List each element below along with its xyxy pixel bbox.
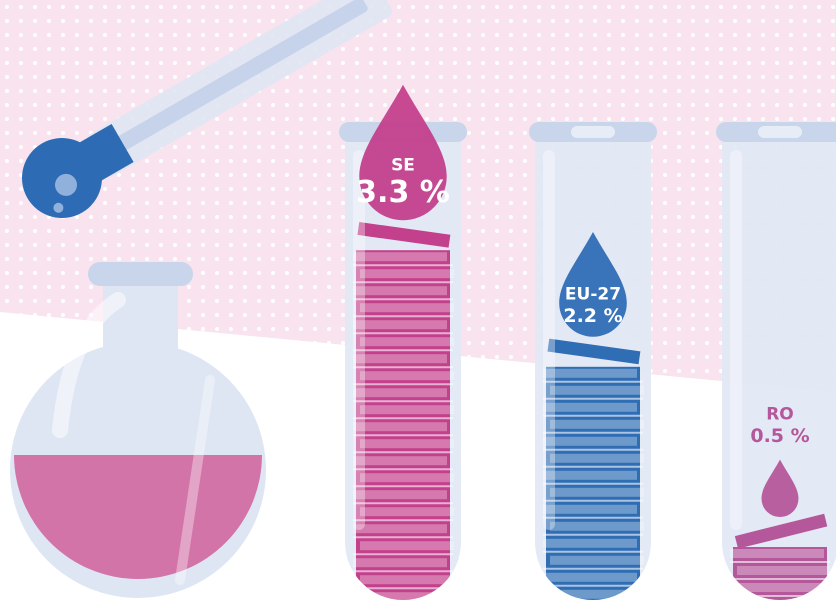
coin-stack — [730, 547, 831, 604]
coin-edge — [353, 422, 447, 432]
category-label: RO — [766, 405, 794, 425]
tilted-coin — [547, 338, 641, 365]
coin-edge — [543, 572, 637, 582]
tube-highlight — [730, 150, 742, 530]
coin-edge — [353, 524, 447, 534]
value-label: 2.2 % — [563, 305, 622, 327]
coin-edge — [353, 388, 447, 398]
tube-highlight — [353, 150, 365, 530]
coin-edge — [360, 507, 454, 517]
coin-edge — [360, 439, 454, 449]
coin-edge — [550, 385, 644, 395]
coin-edge — [550, 555, 644, 565]
pipette — [22, 0, 393, 218]
coin-edge — [360, 575, 454, 585]
tilted-coin — [734, 513, 828, 549]
coin-edge — [543, 368, 637, 378]
coin-edge — [543, 402, 637, 412]
coin-stack — [543, 366, 644, 600]
coin-edge — [353, 286, 447, 296]
value-label: 3.3 % — [356, 175, 450, 210]
rim-shine — [571, 126, 615, 138]
bar — [356, 250, 450, 600]
coin-edge — [353, 252, 447, 262]
coin-edge — [730, 583, 824, 592]
coin-edge — [360, 371, 454, 381]
coin-edge — [550, 589, 644, 599]
coin-edge — [550, 453, 644, 463]
coin-edge — [360, 269, 454, 279]
coin-edge — [353, 320, 447, 330]
coin-edge — [543, 538, 637, 548]
category-label: SE — [391, 156, 415, 176]
coin-edge — [543, 436, 637, 446]
tube-highlight — [543, 150, 555, 530]
coin-edge — [360, 541, 454, 551]
coin-edge — [353, 558, 447, 568]
value-label: 0.5 % — [750, 425, 809, 447]
test-tube — [722, 130, 836, 600]
drop — [359, 84, 447, 221]
coin-stack — [353, 250, 454, 600]
coin-edge — [543, 470, 637, 480]
tubes: SE3.3 % EU-272.2 % RO0.5 % — [339, 84, 836, 604]
rim-shine — [758, 126, 802, 138]
flask — [10, 262, 266, 598]
coin-edge — [737, 566, 831, 575]
coin-edge — [737, 600, 831, 604]
coin-edge — [360, 405, 454, 415]
coin-edge — [353, 354, 447, 364]
drop — [559, 232, 627, 337]
coin-edge — [550, 487, 644, 497]
drop — [761, 459, 799, 517]
coin-edge — [360, 303, 454, 313]
tilted-coin — [357, 221, 451, 248]
coin-edge — [550, 521, 644, 531]
category-label: EU-27 — [565, 285, 621, 305]
coin-edge — [550, 419, 644, 429]
coin-edge — [353, 592, 447, 600]
coin-edge — [543, 504, 637, 514]
coin-edge — [353, 490, 447, 500]
coin-edge — [360, 473, 454, 483]
coin-edge — [353, 456, 447, 466]
coin-edge — [730, 549, 824, 558]
coin-edge — [360, 337, 454, 347]
